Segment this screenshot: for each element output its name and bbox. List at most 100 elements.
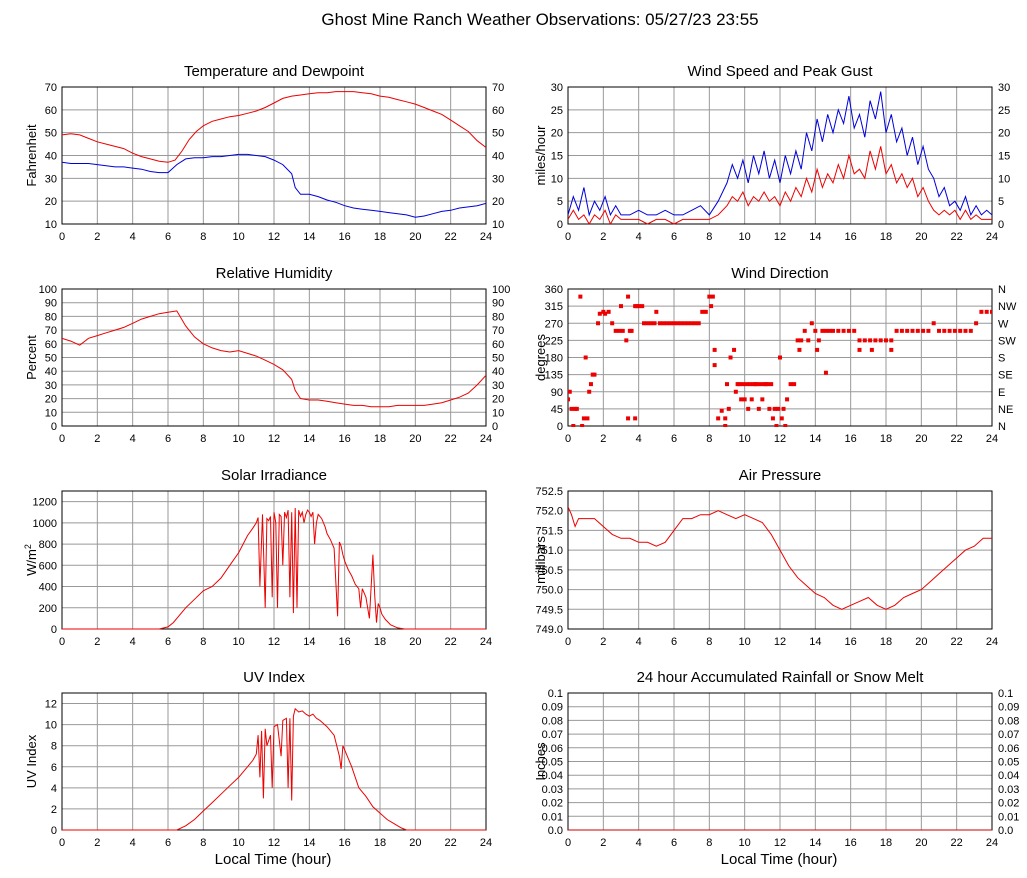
scatter-point: [641, 321, 646, 326]
scatter-point: [862, 338, 867, 343]
x-tick-label: 18: [374, 837, 386, 849]
right-tick-label: 70: [492, 325, 504, 337]
scatter-point: [689, 321, 694, 326]
y-tick-label: 60: [45, 339, 57, 351]
x-tick-label: 18: [880, 837, 892, 849]
scatter-point: [682, 321, 687, 326]
right-tick-label: 0.0: [998, 825, 1013, 837]
x-tick-label: 2: [600, 636, 606, 648]
series-line-blue: [62, 153, 486, 218]
x-tick-label: 8: [706, 433, 712, 445]
x-tick-label: 8: [706, 837, 712, 849]
x-tick-label: 22: [445, 433, 457, 445]
series-group: [62, 91, 486, 218]
scatter-point: [783, 424, 788, 427]
x-tick-label: 10: [739, 636, 751, 648]
right-tick-label: 40: [492, 151, 504, 163]
y-axis-label: Fahrenheit: [24, 124, 39, 187]
y-tick-label: 5: [557, 196, 563, 208]
scatter-point: [581, 416, 586, 421]
y-tick-label: 360: [545, 284, 563, 296]
x-tick-label: 12: [774, 231, 786, 243]
scatter-point: [703, 309, 708, 314]
scatter-point: [726, 406, 731, 411]
right-tick-label: 30: [492, 380, 504, 392]
series-line-blue: [568, 91, 992, 217]
right-tick-label: 30: [998, 82, 1010, 94]
x-tick-label: 0: [565, 231, 571, 243]
scatter-point: [931, 321, 936, 326]
y-tick-label: 750.5: [535, 565, 563, 577]
scatter-point: [774, 424, 779, 427]
scatter-point: [846, 328, 851, 333]
y-tick-label: 0.05: [542, 757, 563, 769]
plot-frame: [567, 288, 993, 427]
scatter-point: [776, 406, 781, 411]
right-tick-label: W: [998, 318, 1009, 330]
scatter-point: [723, 424, 728, 427]
x-tick-label: 0: [565, 636, 571, 648]
plot-frame: [61, 86, 487, 225]
x-tick-label: 22: [951, 231, 963, 243]
y-tick-label: 30: [45, 173, 57, 185]
y-axis-label: Percent: [24, 335, 39, 380]
right-tick-label: 0: [998, 219, 1004, 231]
x-tick-label: 22: [445, 231, 457, 243]
x-tick-label: 4: [636, 636, 642, 648]
scatter-point: [974, 321, 979, 326]
x-tick-label: 14: [303, 636, 315, 648]
x-tick-label: 2: [600, 433, 606, 445]
right-tick-label: 80: [492, 311, 504, 323]
x-tick-label: 4: [636, 433, 642, 445]
y-tick-label: 50: [45, 353, 57, 365]
right-tick-label: 50: [492, 128, 504, 140]
right-tick-label: 20: [492, 394, 504, 406]
scatter-point: [802, 328, 807, 333]
scatter-point: [836, 328, 841, 333]
right-tick-label: 40: [492, 366, 504, 378]
x-tick-label: 8: [200, 837, 206, 849]
scatter-point: [947, 328, 952, 333]
x-tick-label: 18: [880, 433, 892, 445]
scatter-point: [640, 304, 645, 309]
scatter-point: [937, 328, 941, 333]
chart-title: Wind Speed and Peak Gust: [687, 63, 873, 80]
scatter-point: [652, 321, 657, 326]
y-tick-label: 0.03: [542, 784, 563, 796]
y-tick-label: 749.5: [535, 604, 563, 616]
x-tick-label: 14: [809, 433, 821, 445]
right-tick-label: 0.1: [998, 688, 1013, 700]
y-tick-label: 0.0: [548, 825, 563, 837]
scatter-point: [744, 382, 749, 387]
scatter-point: [963, 328, 968, 333]
scatter-point: [767, 406, 772, 411]
y-tick-label: 20: [45, 196, 57, 208]
y-tick-label: 600: [39, 560, 57, 572]
scatter-point: [645, 321, 650, 326]
x-tick-label: 0: [59, 837, 65, 849]
scatter-point: [809, 321, 814, 326]
y-tick-label: 0: [51, 624, 57, 636]
x-tick-label: 10: [233, 837, 245, 849]
scatter-point: [827, 328, 832, 333]
chart-title: UV Index: [243, 669, 305, 686]
scatter-point: [613, 328, 618, 333]
scatter-point: [806, 338, 811, 343]
x-tick-label: 4: [130, 636, 136, 648]
scatter-point: [785, 397, 790, 402]
right-tick-label: 70: [492, 82, 504, 94]
right-tick-label: 60: [492, 105, 504, 117]
x-tick-label: 12: [774, 433, 786, 445]
x-tick-label: 20: [409, 636, 421, 648]
scatter-point: [580, 424, 585, 427]
x-tick-label: 18: [880, 231, 892, 243]
x-tick-label: 16: [339, 231, 351, 243]
x-tick-label: 22: [951, 837, 963, 849]
x-tick-label: 14: [809, 231, 821, 243]
x-tick-label: 20: [915, 433, 927, 445]
right-tick-label: 0.08: [998, 715, 1019, 727]
x-tick-label: 14: [303, 231, 315, 243]
